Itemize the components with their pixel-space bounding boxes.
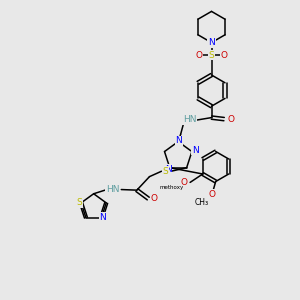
Text: O: O	[151, 194, 158, 203]
Text: O: O	[227, 115, 234, 124]
Text: CH₃: CH₃	[194, 198, 209, 207]
Text: HN: HN	[106, 185, 120, 194]
Text: O: O	[180, 178, 187, 187]
Text: O: O	[220, 51, 228, 60]
Text: O: O	[195, 51, 203, 60]
Text: HN: HN	[183, 116, 196, 124]
Text: N: N	[208, 38, 215, 47]
Text: N: N	[100, 213, 106, 222]
Text: N: N	[176, 136, 182, 146]
Text: S: S	[77, 198, 82, 207]
Text: O: O	[208, 190, 216, 199]
Text: N: N	[165, 165, 172, 174]
Text: S: S	[208, 51, 214, 60]
Text: methoxy: methoxy	[160, 185, 184, 190]
Text: S: S	[163, 167, 169, 176]
Text: N: N	[192, 146, 199, 154]
